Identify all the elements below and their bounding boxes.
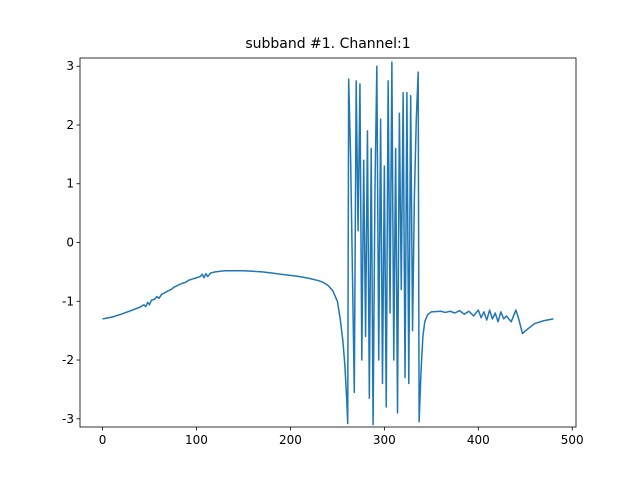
y-tick-label: 1 [66,177,74,191]
x-tick-label: 200 [279,433,302,447]
data-line [102,61,554,426]
y-tick-label: -1 [62,294,74,308]
x-tick-label: 100 [185,433,208,447]
y-tick-label: -2 [62,353,74,367]
x-tick-label: 300 [373,433,396,447]
plot-frame [79,57,577,428]
y-tick-label: -3 [62,412,74,426]
y-tick-label: 3 [66,59,74,73]
x-tick-label: 500 [561,433,584,447]
x-tick-label: 400 [467,433,490,447]
y-tick-label: 2 [66,118,74,132]
chart-title: subband #1. Channel:1 [245,36,410,52]
x-tick-label: 0 [99,433,107,447]
y-tick-label: 0 [66,236,74,250]
